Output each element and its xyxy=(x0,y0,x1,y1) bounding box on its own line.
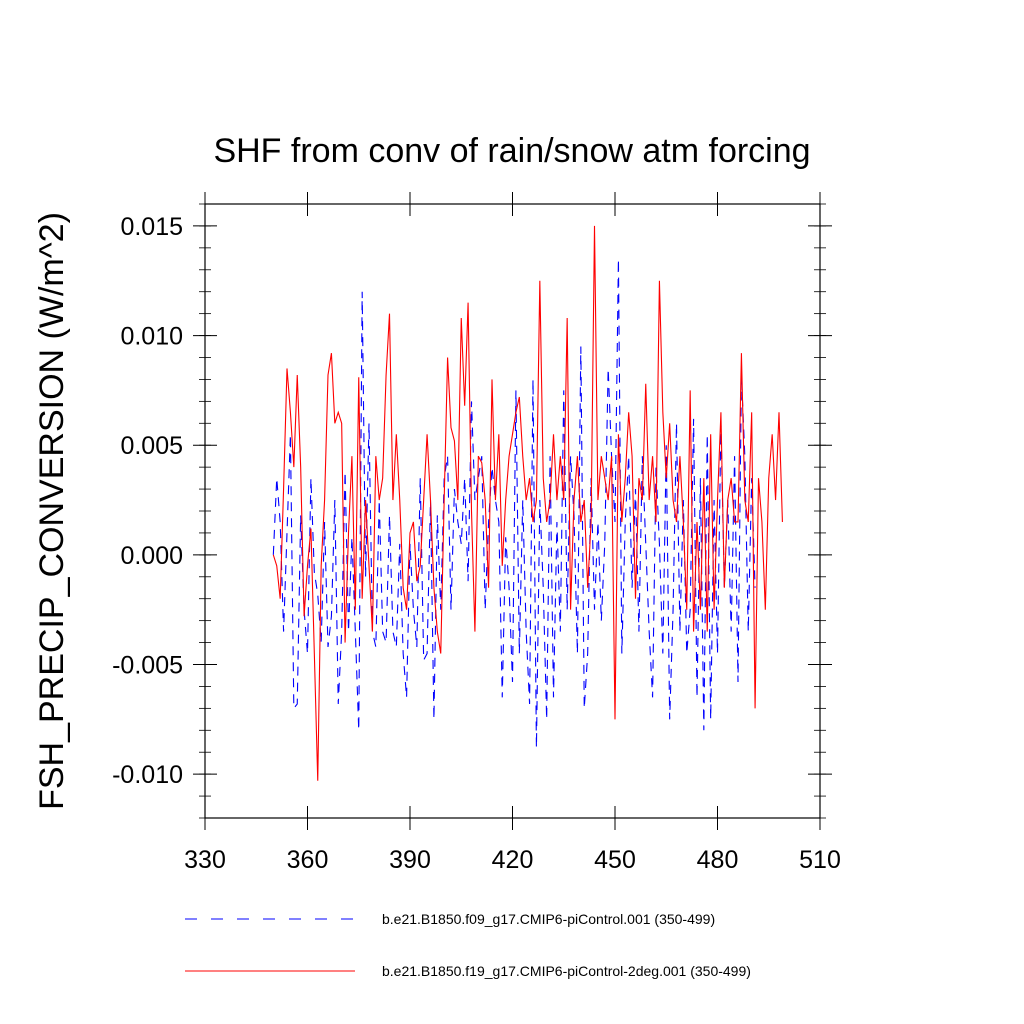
x-tick-label: 420 xyxy=(492,846,534,874)
series-line-1 xyxy=(272,258,756,748)
x-tick-label: 390 xyxy=(389,846,431,874)
axis-ticks: 330 360 390 420 450 480 510 -0.010 -0.005 0.000 0.… xyxy=(112,192,841,874)
y-tick-label: 0.005 xyxy=(120,432,183,460)
series-line-2 xyxy=(272,225,783,781)
legend: b.e21.B1850.f09_g17.CMIP6-piControl.001 … xyxy=(185,911,751,979)
legend-entry-series-1: b.e21.B1850.f09_g17.CMIP6-piControl.001 … xyxy=(382,911,715,927)
series-layer xyxy=(272,225,783,781)
y-tick-label: 0.015 xyxy=(120,213,183,241)
y-tick-label: -0.010 xyxy=(112,761,183,789)
y-tick-label: 0.010 xyxy=(120,323,183,351)
x-tick-label: 510 xyxy=(799,846,841,874)
legend-entry-series-2: b.e21.B1850.f19_g17.CMIP6-piControl-2deg… xyxy=(382,963,751,979)
x-tick-label: 360 xyxy=(287,846,329,874)
x-tick-label: 480 xyxy=(697,846,739,874)
x-tick-label: 450 xyxy=(594,846,636,874)
chart-title: SHF from conv of rain/snow atm forcing xyxy=(213,132,810,170)
x-tick-label: 330 xyxy=(184,846,226,874)
y-tick-label: 0.000 xyxy=(120,542,183,570)
y-tick-label: -0.005 xyxy=(112,652,183,680)
y-axis-label: FSH_PRECIP_CONVERSION (W/m^2) xyxy=(33,212,71,810)
